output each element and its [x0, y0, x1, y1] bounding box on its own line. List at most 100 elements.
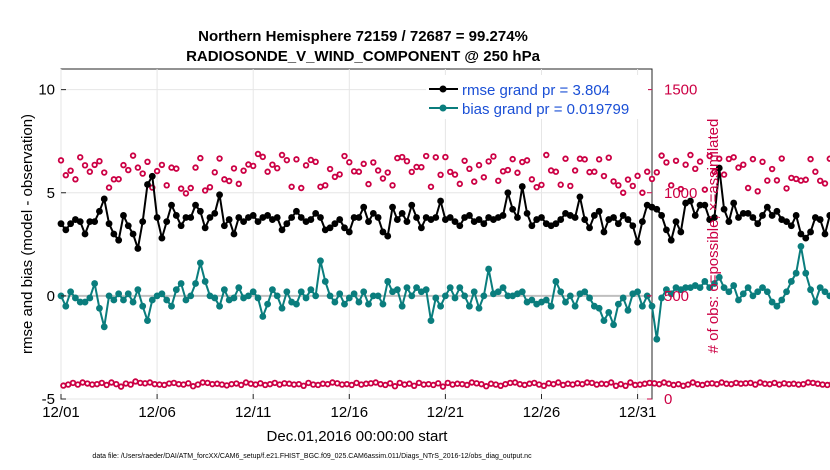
- obs-assimilated-mark: [643, 382, 647, 386]
- obs-assimilated-mark: [667, 382, 671, 386]
- rmse-point: [715, 164, 723, 172]
- rmse-point: [576, 193, 584, 201]
- bias-point: [187, 292, 195, 300]
- bias-point: [701, 278, 709, 285]
- obs-assimilated-mark: [232, 167, 236, 170]
- x-tick-label-4: 12/21: [427, 404, 465, 421]
- rmse-point: [821, 230, 829, 238]
- obs-assimilated-mark: [227, 179, 231, 183]
- obs-assimilated-mark: [367, 182, 370, 186]
- rmse-point: [773, 207, 781, 215]
- obs-assimilated-mark: [580, 382, 584, 386]
- rmse-point: [144, 181, 151, 188]
- obs-assimilated-mark: [143, 381, 147, 385]
- obs-assimilated-mark: [391, 183, 394, 187]
- bias-point: [437, 302, 444, 310]
- rmse-point: [663, 226, 670, 234]
- bias-point: [124, 290, 132, 298]
- bias-point: [158, 290, 166, 298]
- rmse-point: [57, 220, 65, 228]
- bias-point: [244, 292, 252, 300]
- bias-point: [763, 288, 771, 296]
- bias-point: [518, 288, 526, 296]
- obs-assimilated-mark: [407, 382, 411, 386]
- obs-assimilated-mark: [405, 159, 409, 163]
- rmse-point: [288, 214, 296, 221]
- obs-assimilated-mark: [734, 381, 738, 385]
- obs-assimilated-mark: [660, 154, 664, 158]
- obs-assimilated-mark: [210, 382, 214, 386]
- rmse-point: [177, 222, 185, 230]
- bias-point: [754, 288, 762, 296]
- obs-assimilated-mark: [475, 381, 479, 385]
- bias-point: [470, 288, 478, 296]
- obs-assimilated-mark: [129, 383, 133, 386]
- obs-assimilated-mark: [446, 381, 450, 385]
- obs-assimilated-mark: [208, 185, 212, 189]
- rmse-point: [629, 222, 637, 230]
- bias-point: [600, 317, 608, 325]
- bias-point: [201, 278, 209, 285]
- bias-point: [341, 300, 348, 308]
- bias-point: [230, 294, 238, 302]
- rmse-point: [783, 218, 790, 226]
- rmse-point: [206, 214, 214, 221]
- obs-assimilated-mark: [628, 381, 632, 384]
- rmse-point: [129, 230, 137, 238]
- rmse-point: [360, 203, 368, 211]
- obs-assimilated-mark: [299, 186, 303, 190]
- obs-assimilated-mark: [487, 160, 491, 163]
- obs-assimilated-mark: [381, 177, 385, 180]
- bias-point: [725, 288, 733, 296]
- obs-assimilated-mark: [813, 170, 817, 174]
- obs-assimilated-mark: [655, 170, 659, 174]
- bias-point: [821, 288, 829, 296]
- bias-point: [235, 284, 243, 292]
- x-tick-label-3: 12/16: [331, 404, 369, 421]
- rmse-point: [634, 238, 641, 246]
- rmse-point: [249, 212, 257, 219]
- bias-point: [605, 308, 613, 316]
- obs-assimilated-mark: [484, 384, 488, 388]
- bias-point: [610, 321, 617, 329]
- obs-assimilated-mark: [59, 158, 63, 162]
- bias-point: [653, 335, 661, 343]
- obs-assimilated-mark: [225, 383, 229, 387]
- obs-assimilated-mark: [256, 152, 260, 156]
- obs-assimilated-mark: [326, 382, 330, 386]
- obs-assimilated-mark: [792, 382, 796, 386]
- obs-assimilated-mark: [583, 157, 587, 161]
- rmse-point: [725, 218, 733, 226]
- obs-assimilated-mark: [595, 383, 599, 386]
- bias-point: [321, 278, 329, 285]
- obs-assimilated-mark: [69, 169, 73, 173]
- rmse-point: [600, 228, 608, 236]
- bias-point: [759, 284, 766, 292]
- obs-assimilated-mark: [684, 163, 688, 167]
- bias-point: [581, 288, 589, 296]
- bias-point: [172, 286, 180, 294]
- obs-assimilated-mark: [66, 383, 70, 386]
- rmse-point: [148, 172, 156, 180]
- obs-assimilated-mark: [304, 163, 308, 167]
- obs-assimilated-mark: [259, 381, 262, 385]
- obs-assimilated-mark: [146, 160, 149, 164]
- rmse-point: [691, 212, 699, 219]
- obs-assimilated-mark: [525, 158, 529, 162]
- y-axis-left-ticks: -5 0 5 10: [38, 82, 66, 408]
- rmse-point: [124, 222, 132, 230]
- obs-assimilated-mark: [614, 384, 618, 388]
- bias-point: [619, 294, 627, 302]
- obs-assimilated-mark: [153, 382, 157, 386]
- obs-assimilated-mark: [662, 381, 666, 384]
- obs-assimilated-mark: [126, 168, 130, 172]
- bias-point: [528, 296, 536, 304]
- obs-assimilated-mark: [768, 382, 772, 386]
- rmse-point: [297, 214, 305, 221]
- obs-assimilated-mark: [386, 171, 390, 174]
- bias-point: [196, 259, 204, 267]
- obs-assimilated-mark: [237, 182, 241, 186]
- obs-assimilated-mark: [456, 382, 459, 386]
- rmse-point: [711, 214, 718, 221]
- obs-assimilated-mark: [177, 382, 181, 386]
